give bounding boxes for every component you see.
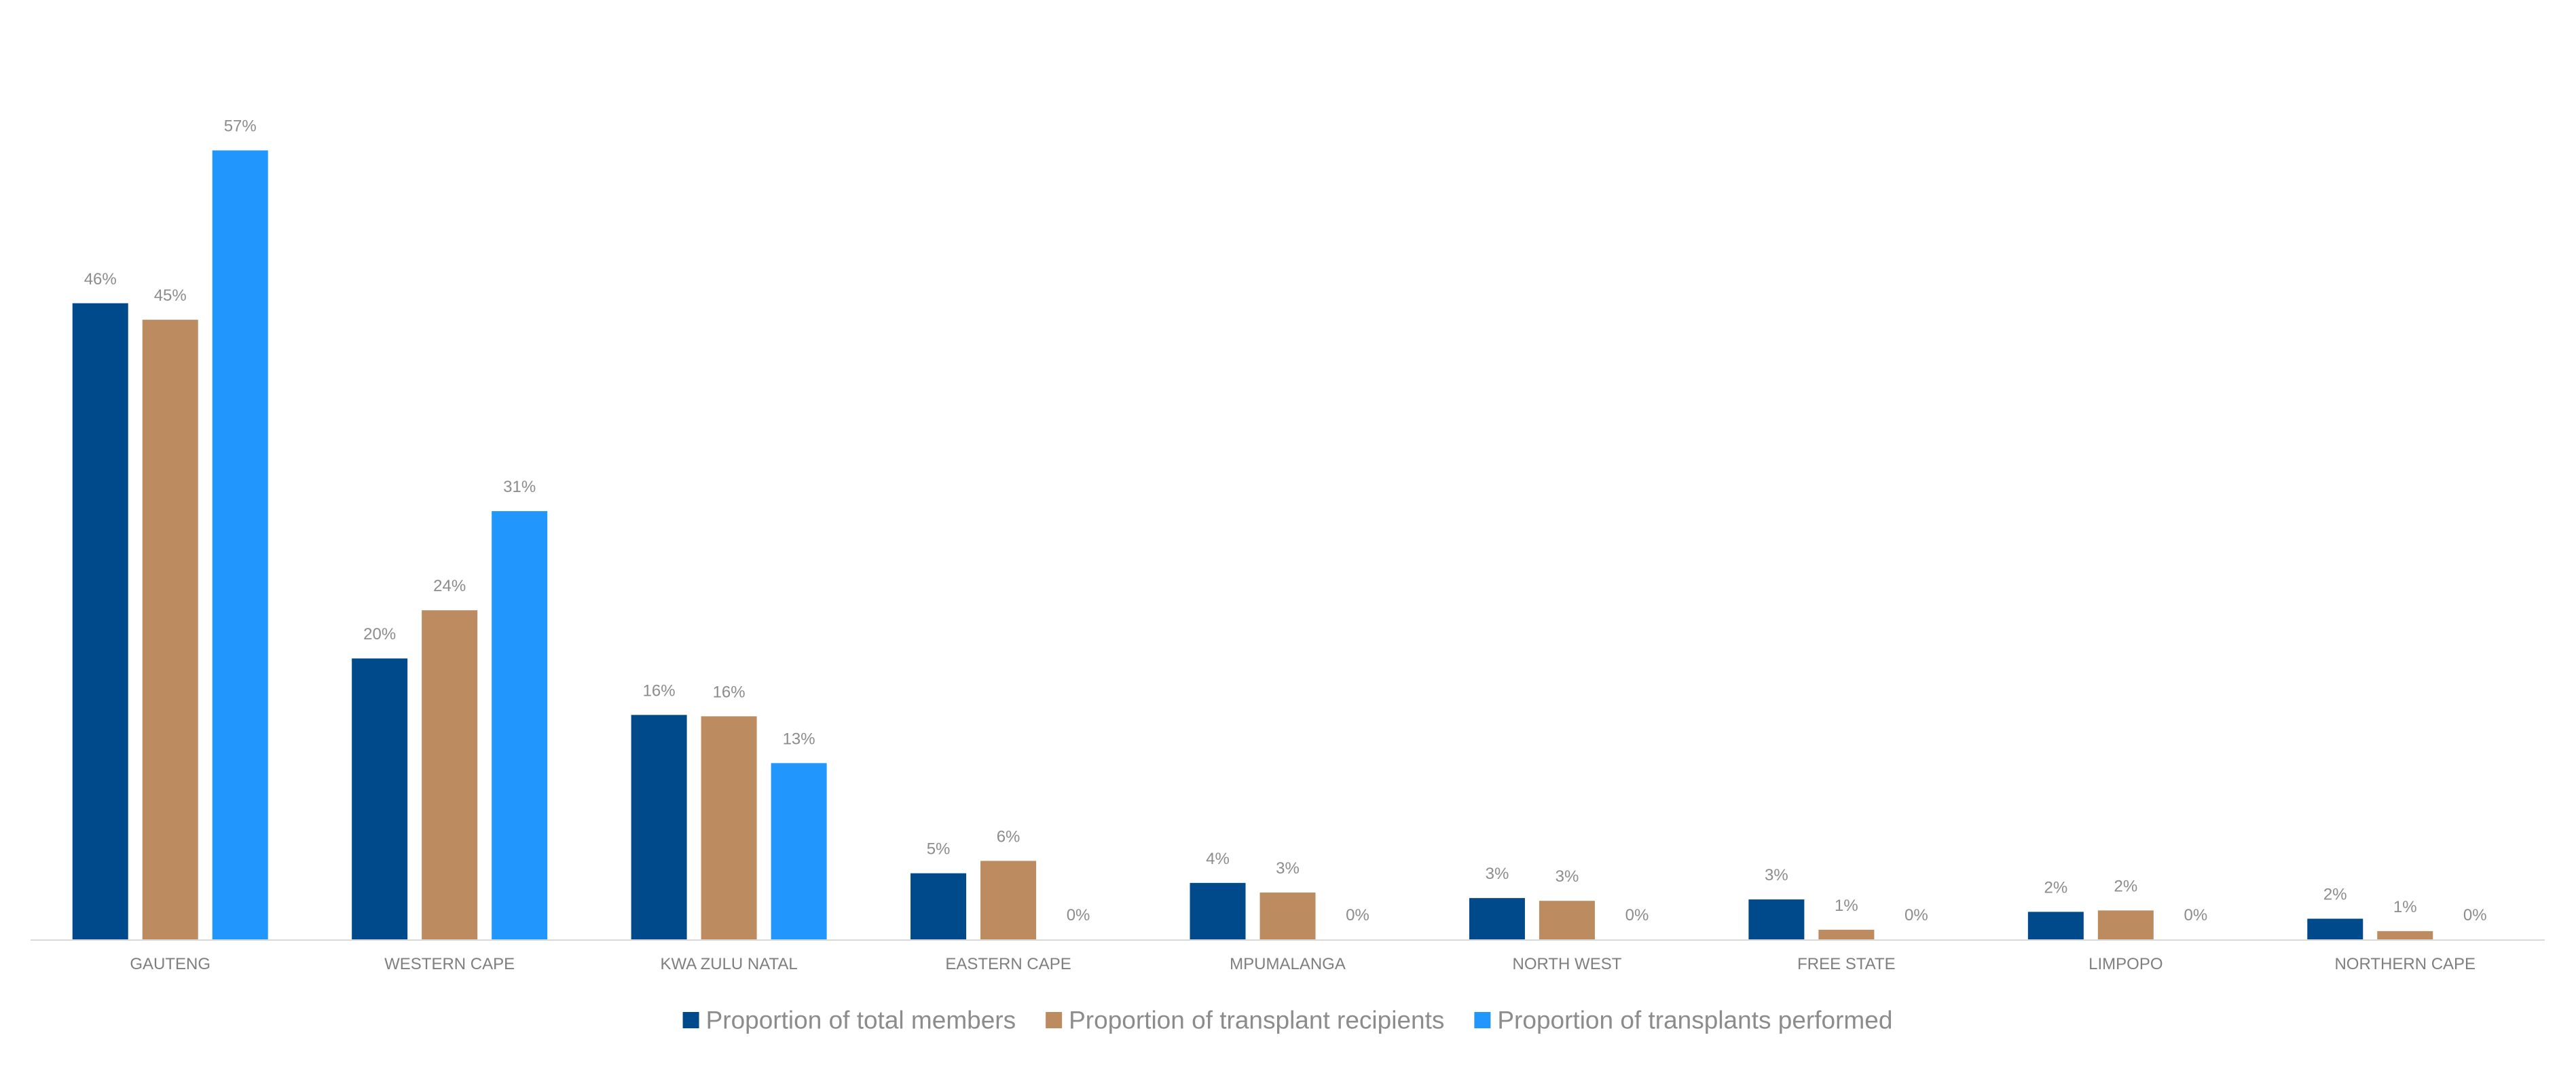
data-label-kwa-zulu-natal-series-3: 13% [783, 730, 815, 748]
legend-swatch-3 [1474, 1012, 1491, 1028]
data-label-free-state-series-1: 3% [1765, 866, 1788, 884]
data-label-eastern-cape-series-2: 6% [997, 827, 1020, 846]
bar-mpumalanga-series-2 [1259, 893, 1316, 939]
data-labels: 46% 45% 57% 20% 24% 31% 16% 16% 13% 5% 6% 0% 4% 3% 0% 3… [84, 117, 2487, 924]
x-tick-label-mpumalanga: MPUMALANGA [1230, 955, 1346, 973]
bar-free-state-series-2 [1818, 929, 1875, 939]
data-label-northern-cape-series-2: 1% [2393, 898, 2417, 916]
bar-eastern-cape-series-1 [910, 873, 967, 939]
data-label-limpopo-series-2: 2% [2114, 877, 2137, 895]
data-label-limpopo-series-1: 2% [2044, 878, 2067, 897]
data-label-western-cape-series-3: 31% [503, 478, 536, 496]
legend-label-3: Proportion of transplants performed [1497, 1007, 1892, 1034]
bar-north-west-series-2 [1539, 901, 1595, 939]
data-label-gauteng-series-2: 45% [154, 286, 187, 305]
legend-swatch-1 [682, 1012, 699, 1028]
bar-limpopo-series-1 [2027, 912, 2084, 939]
legend-swatch-2 [1046, 1012, 1063, 1028]
data-label-gauteng-series-3: 57% [224, 117, 257, 136]
x-tick-label-kwa-zulu-natal: KWA ZULU NATAL [660, 955, 797, 973]
bar-gauteng-series-3 [212, 150, 268, 940]
data-label-eastern-cape-series-3: 0% [1067, 906, 1090, 924]
bar-gauteng-series-1 [72, 303, 128, 940]
data-label-north-west-series-1: 3% [1486, 865, 1509, 883]
data-label-mpumalanga-series-1: 4% [1206, 850, 1230, 868]
bar-northern-cape-series-2 [2377, 931, 2433, 939]
bar-limpopo-series-2 [2097, 910, 2154, 939]
bar-free-state-series-1 [1748, 899, 1805, 939]
data-label-free-state-series-3: 0% [1905, 906, 1928, 924]
x-tick-label-limpopo: LIMPOPO [2089, 955, 2163, 973]
x-axis-tick-labels: GAUTENG WESTERN CAPE KWA ZULU NATAL EASTERN… [130, 955, 2476, 973]
legend-item-3: Proportion of transplants performed [1474, 1007, 1892, 1034]
data-label-kwa-zulu-natal-series-1: 16% [643, 681, 676, 700]
x-tick-label-western-cape: WESTERN CAPE [384, 955, 515, 973]
bar-western-cape-series-2 [422, 610, 478, 939]
data-label-north-west-series-2: 3% [1556, 867, 1579, 886]
x-tick-label-gauteng: GAUTENG [130, 955, 210, 973]
bar-gauteng-series-2 [142, 320, 198, 939]
bar-northern-cape-series-1 [2307, 918, 2363, 939]
bar-kwa-zulu-natal-series-2 [701, 716, 757, 939]
legend: Proportion of total members Proportion of… [682, 1007, 1892, 1034]
bar-western-cape-series-3 [492, 511, 548, 939]
x-tick-label-north-west: NORTH WEST [1512, 955, 1621, 973]
bar-eastern-cape-series-2 [980, 861, 1037, 939]
data-label-mpumalanga-series-3: 0% [1346, 906, 1369, 924]
legend-label-2: Proportion of transplant recipients [1069, 1007, 1444, 1034]
data-label-north-west-series-3: 0% [1625, 906, 1649, 924]
legend-label-1: Proportion of total members [706, 1007, 1016, 1034]
data-label-eastern-cape-series-1: 5% [927, 840, 951, 859]
legend-item-1: Proportion of total members [682, 1007, 1016, 1034]
data-label-free-state-series-2: 1% [1835, 897, 1858, 915]
bar-western-cape-series-1 [352, 658, 408, 939]
legend-item-2: Proportion of transplant recipients [1046, 1007, 1444, 1034]
data-label-gauteng-series-1: 46% [84, 270, 117, 288]
data-label-limpopo-series-3: 0% [2184, 906, 2207, 924]
bar-kwa-zulu-natal-series-3 [771, 763, 827, 939]
data-label-northern-cape-series-3: 0% [2463, 906, 2487, 924]
x-tick-label-northern-cape: NORTHERN CAPE [2334, 955, 2476, 973]
bar-mpumalanga-series-1 [1190, 882, 1246, 939]
x-tick-label-free-state: FREE STATE [1797, 955, 1895, 973]
data-label-western-cape-series-2: 24% [433, 577, 466, 595]
bar-kwa-zulu-natal-series-1 [631, 715, 687, 939]
data-label-western-cape-series-1: 20% [363, 625, 396, 643]
x-tick-label-eastern-cape: EASTERN CAPE [945, 955, 1071, 973]
bars [72, 150, 2433, 940]
data-label-mpumalanga-series-2: 3% [1276, 859, 1300, 878]
data-label-northern-cape-series-1: 2% [2323, 886, 2347, 904]
bar-north-west-series-1 [1469, 898, 1525, 939]
data-label-kwa-zulu-natal-series-2: 16% [713, 683, 746, 701]
